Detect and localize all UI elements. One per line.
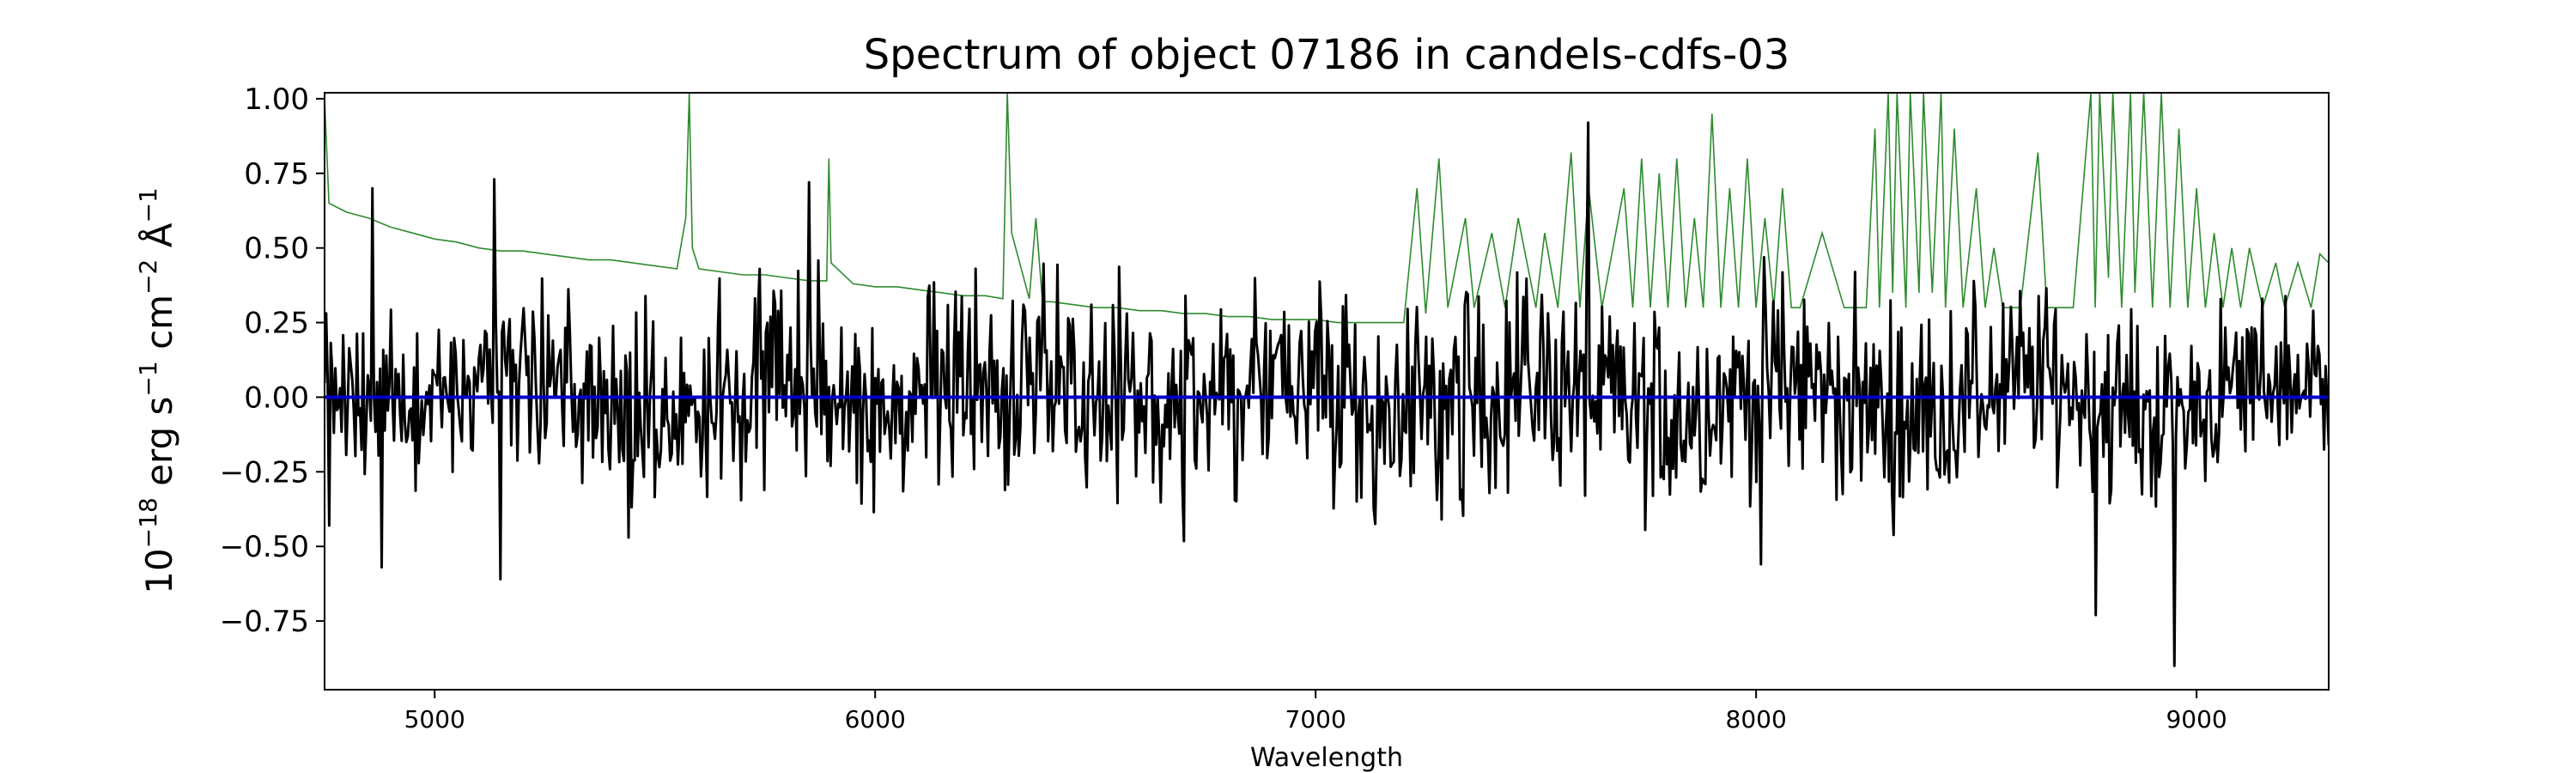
x-tick-label: 7000 [1285, 705, 1346, 733]
x-tick-label: 5000 [404, 705, 465, 733]
plot-area-frame [324, 92, 2330, 691]
y-axis-label-cm-exp: −2 [134, 259, 162, 295]
x-tick-label: 9000 [2166, 705, 2227, 733]
y-tick-label: −0.75 [220, 605, 309, 639]
y-tick-label: −0.50 [220, 530, 309, 564]
chart-title: Spectrum of object 07186 in candels-cdfs… [864, 31, 1790, 79]
y-tick-label: 0.00 [244, 380, 309, 415]
x-tick-label: 6000 [845, 705, 906, 733]
x-axis: 5000 6000 7000 8000 9000 [404, 690, 2227, 733]
y-tick-label: −0.25 [220, 455, 309, 490]
x-axis-label: Wavelength [1250, 743, 1403, 773]
y-axis-label-angstrom: Å [137, 222, 180, 259]
y-axis-label: 10−18 erg s−1 cm−2 Å−1 [134, 187, 180, 593]
y-tick-label: 1.00 [244, 82, 309, 117]
error-spectrum-line [325, 93, 2329, 324]
series-layer [325, 93, 2329, 667]
x-tick-label: 8000 [1726, 705, 1787, 733]
y-tick-label: 0.50 [244, 232, 309, 266]
y-tick-label: 0.25 [244, 307, 309, 341]
y-axis-label-s-exp: −1 [134, 361, 162, 396]
y-axis-label-a-exp: −1 [134, 187, 162, 222]
flux-spectrum-line [325, 121, 2329, 667]
y-axis-label-erg: erg s [138, 397, 180, 498]
y-axis: −0.75 −0.50 −0.25 0.00 0.25 0.50 0.75 1.00 [220, 82, 325, 639]
y-axis-label-exp: −18 [134, 497, 162, 548]
y-tick-label: 0.75 [244, 157, 309, 192]
y-axis-label-prefix: 10 [138, 548, 180, 593]
y-axis-label-cm: cm [138, 295, 180, 361]
